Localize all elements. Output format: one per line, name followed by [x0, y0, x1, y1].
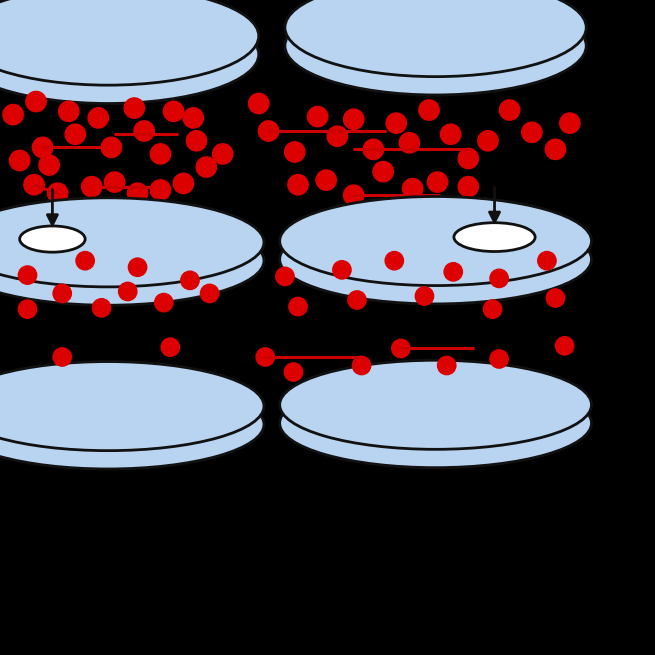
Ellipse shape: [0, 380, 264, 469]
Circle shape: [76, 252, 94, 270]
Ellipse shape: [454, 223, 535, 252]
Circle shape: [155, 293, 173, 312]
Circle shape: [26, 91, 46, 111]
Circle shape: [58, 101, 79, 122]
Circle shape: [173, 173, 194, 194]
Circle shape: [256, 348, 274, 366]
Circle shape: [183, 107, 203, 128]
Circle shape: [18, 266, 37, 284]
Circle shape: [92, 299, 111, 317]
Circle shape: [419, 100, 439, 121]
Circle shape: [333, 261, 351, 279]
Circle shape: [392, 339, 410, 358]
Circle shape: [32, 137, 52, 157]
Circle shape: [186, 131, 207, 151]
Circle shape: [308, 106, 328, 127]
Circle shape: [119, 282, 137, 301]
Circle shape: [538, 252, 556, 270]
Circle shape: [249, 93, 269, 114]
Circle shape: [352, 356, 371, 375]
Circle shape: [3, 104, 24, 125]
Circle shape: [47, 183, 67, 204]
Circle shape: [101, 137, 122, 157]
Circle shape: [181, 271, 199, 290]
Circle shape: [316, 170, 337, 190]
Circle shape: [150, 144, 170, 164]
Circle shape: [196, 157, 216, 178]
Circle shape: [128, 258, 147, 276]
Circle shape: [344, 109, 364, 130]
Circle shape: [127, 183, 147, 204]
Circle shape: [555, 337, 574, 355]
Circle shape: [88, 107, 109, 128]
Circle shape: [348, 291, 366, 309]
Circle shape: [18, 300, 37, 318]
Ellipse shape: [0, 5, 259, 103]
Ellipse shape: [20, 226, 85, 252]
Circle shape: [328, 126, 347, 147]
Circle shape: [545, 140, 565, 160]
Circle shape: [458, 176, 478, 196]
Circle shape: [65, 124, 85, 144]
Ellipse shape: [285, 0, 586, 95]
Circle shape: [400, 132, 419, 153]
Circle shape: [428, 172, 448, 193]
Circle shape: [285, 142, 305, 162]
Circle shape: [150, 180, 170, 200]
Ellipse shape: [285, 0, 586, 77]
Circle shape: [521, 122, 542, 143]
Circle shape: [259, 121, 279, 141]
Circle shape: [490, 350, 508, 368]
Circle shape: [9, 151, 30, 171]
Ellipse shape: [280, 360, 591, 449]
Circle shape: [490, 269, 508, 288]
Circle shape: [438, 356, 456, 375]
Circle shape: [81, 176, 102, 196]
Circle shape: [385, 252, 403, 270]
Circle shape: [276, 267, 294, 286]
Circle shape: [200, 284, 219, 303]
Circle shape: [39, 155, 60, 176]
Circle shape: [363, 140, 383, 160]
Circle shape: [53, 348, 71, 366]
Ellipse shape: [280, 196, 591, 286]
Circle shape: [53, 284, 71, 303]
Circle shape: [440, 124, 460, 144]
Circle shape: [344, 185, 364, 206]
Circle shape: [499, 100, 520, 121]
Ellipse shape: [0, 198, 264, 287]
Circle shape: [288, 175, 309, 195]
Circle shape: [559, 113, 580, 134]
Circle shape: [483, 300, 502, 318]
Ellipse shape: [0, 216, 264, 305]
Circle shape: [386, 113, 406, 134]
Circle shape: [284, 363, 303, 381]
Circle shape: [373, 162, 393, 182]
Ellipse shape: [280, 215, 591, 304]
Ellipse shape: [280, 379, 591, 468]
Circle shape: [104, 172, 124, 193]
Circle shape: [289, 297, 307, 316]
Circle shape: [134, 121, 155, 141]
Circle shape: [212, 144, 233, 164]
Circle shape: [415, 287, 434, 305]
Circle shape: [124, 98, 144, 119]
Circle shape: [161, 338, 179, 356]
Circle shape: [477, 131, 498, 151]
Circle shape: [402, 179, 423, 199]
Circle shape: [164, 101, 183, 122]
Circle shape: [24, 175, 44, 195]
Circle shape: [444, 263, 462, 281]
Ellipse shape: [0, 0, 259, 85]
Circle shape: [458, 149, 478, 168]
Circle shape: [546, 289, 565, 307]
Ellipse shape: [0, 362, 264, 451]
